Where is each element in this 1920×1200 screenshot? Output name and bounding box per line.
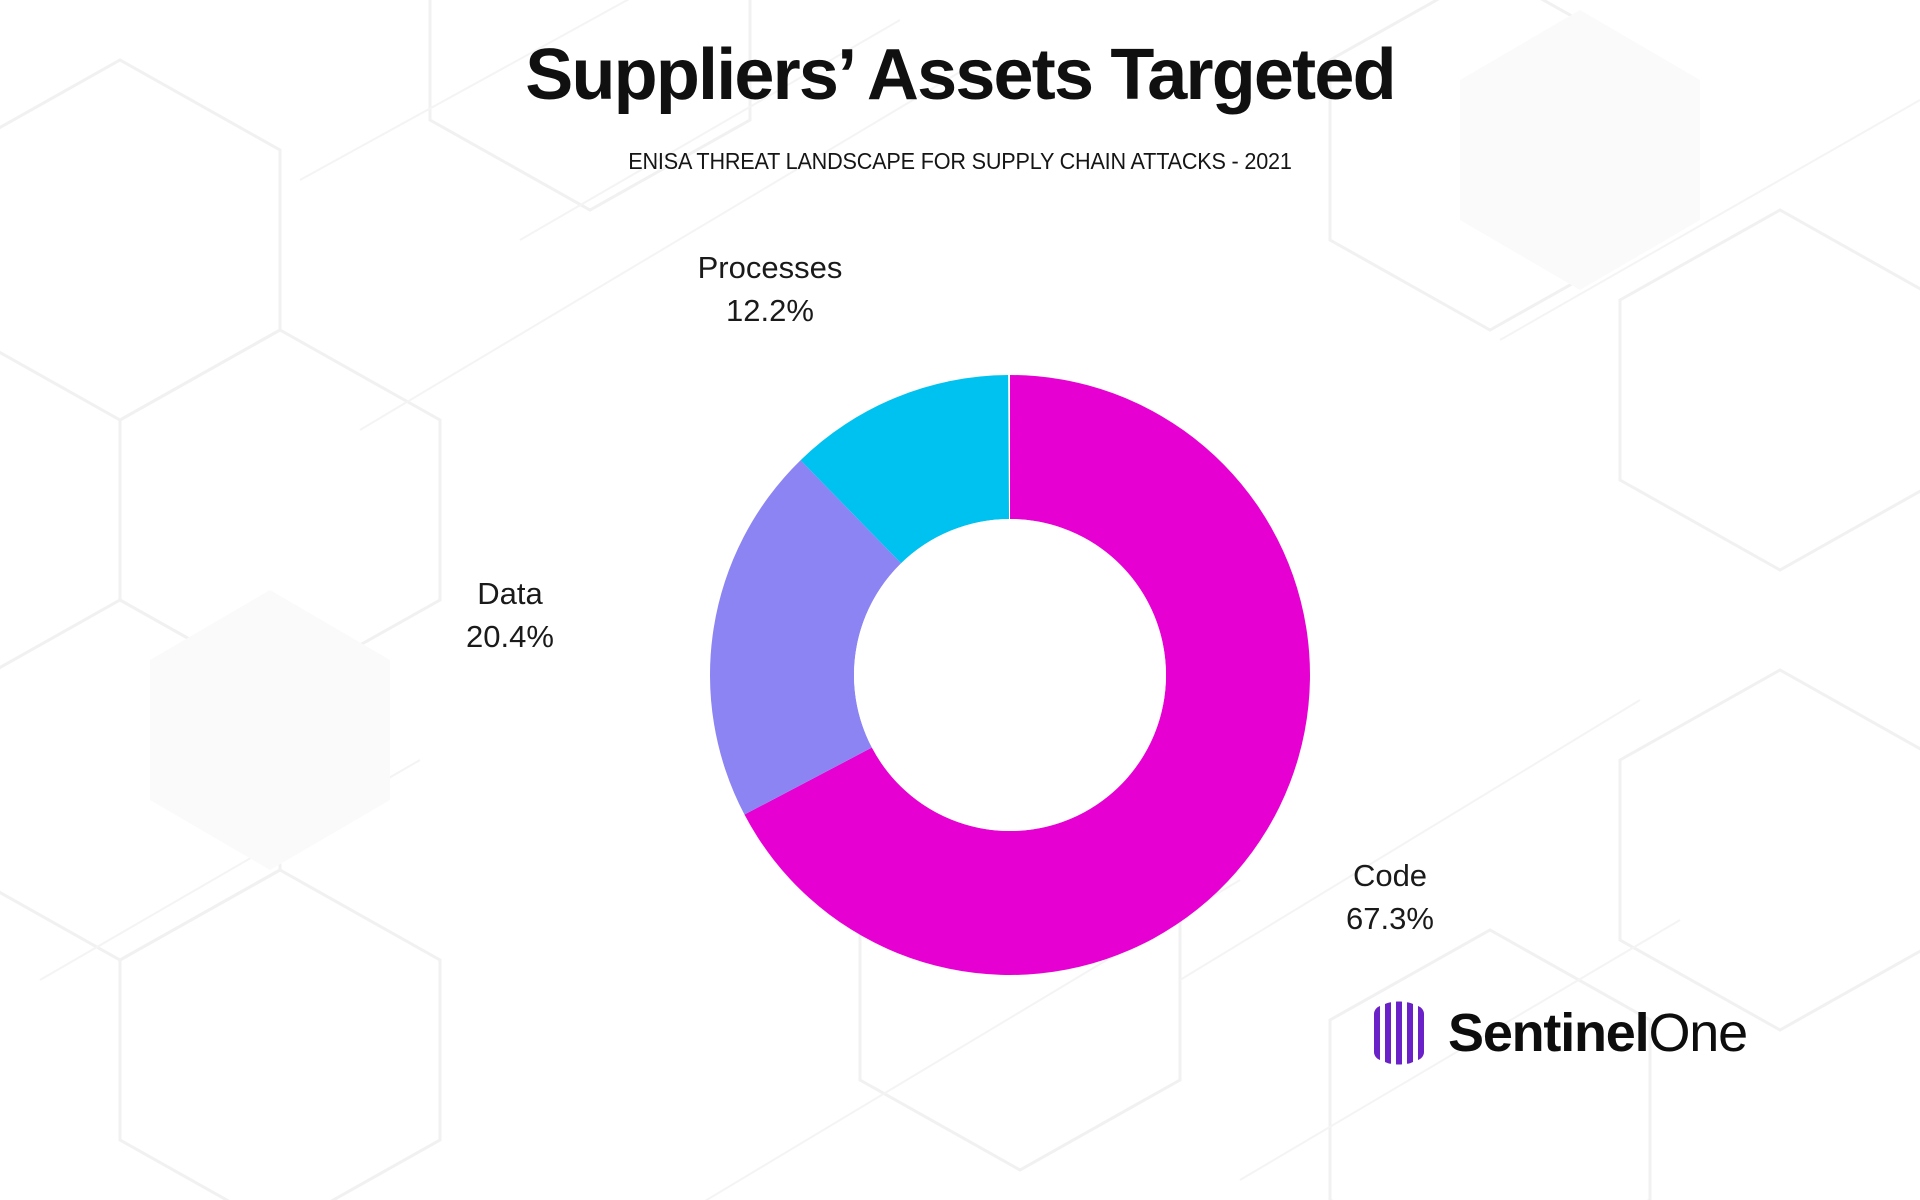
brand-name-bold: Sentinel: [1448, 1003, 1650, 1063]
donut-center-hole: [854, 519, 1166, 831]
slice-label-data-value: 20.4%: [466, 618, 554, 654]
slice-label-code-value: 67.3%: [1346, 900, 1434, 936]
page-subtitle: ENISA THREAT LANDSCAPE FOR SUPPLY CHAIN …: [628, 148, 1292, 174]
donut-chart: [660, 325, 1360, 1025]
donut-chart-svg: [709, 375, 1310, 975]
sentinelone-logo: SentinelOne: [1370, 1000, 1748, 1066]
slice-label-data: Data 20.4%: [420, 573, 600, 659]
slice-label-processes: Processes 12.2%: [640, 247, 900, 333]
slice-label-data-name: Data: [477, 576, 543, 611]
sentinelone-mark-icon: [1374, 1001, 1424, 1065]
slice-label-processes-name: Processes: [697, 250, 843, 285]
sentinelone-wordmark: SentinelOne: [1448, 1003, 1748, 1063]
slice-label-code-name: Code: [1352, 858, 1428, 893]
page-title: Suppliers’ Assets Targeted: [525, 35, 1396, 115]
slice-label-code: Code 67.3%: [1290, 855, 1490, 941]
brand-name-light: One: [1648, 1003, 1748, 1063]
slice-label-processes-value: 12.2%: [726, 292, 814, 328]
